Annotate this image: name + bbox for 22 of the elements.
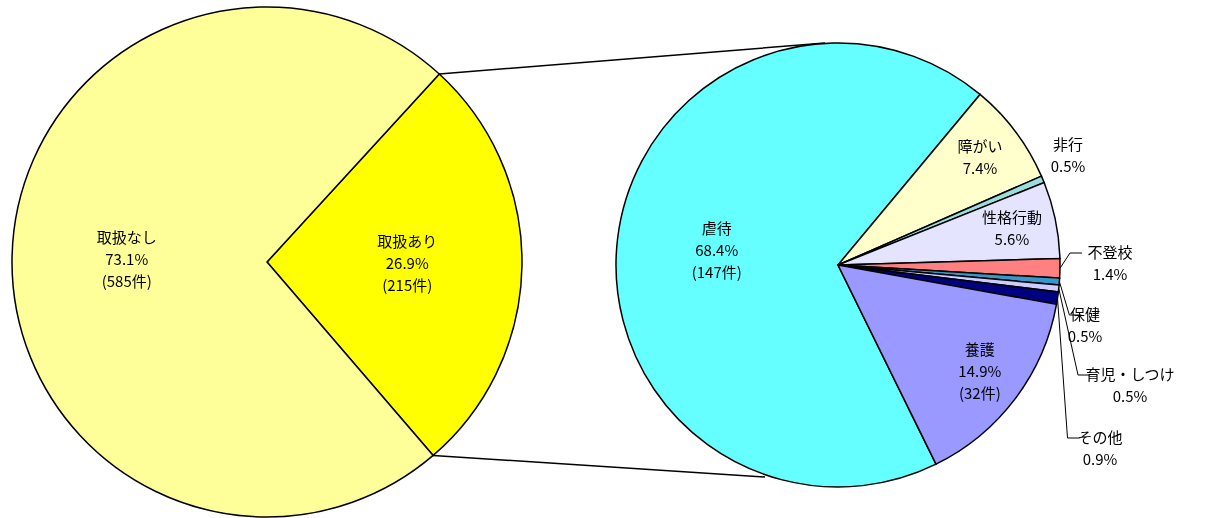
slice-label: 取扱あり <box>377 230 438 252</box>
data-label: 1.4% <box>1092 263 1128 284</box>
slice-label: 保健 <box>1069 303 1101 324</box>
slice-label: 不登校 <box>1087 241 1133 262</box>
slice-label: 取扱なし <box>96 225 157 247</box>
data-label: 68.4% (147件) <box>691 238 742 282</box>
data-label: 7.4% <box>962 157 998 179</box>
data-label: 5.6% <box>994 227 1030 249</box>
data-label: 0.5% <box>1067 325 1103 346</box>
data-label: 0.9% <box>1082 448 1118 469</box>
data-label: 26.9% (215件) <box>382 252 433 296</box>
slice-label: その他 <box>1077 426 1123 447</box>
slice-label: 非行 <box>1052 133 1084 154</box>
data-label: 0.5% <box>1050 155 1086 176</box>
slice-label: 養護 <box>964 337 995 359</box>
slice-label: 障がい <box>957 135 1003 157</box>
slice-label: 性格行動 <box>981 205 1042 227</box>
slice-label: 虐待 <box>701 216 732 238</box>
data-label: 0.5% <box>1112 385 1148 406</box>
data-label: 73.1% (585件) <box>101 247 152 291</box>
slice-label: 育児・しつけ <box>1085 363 1175 384</box>
data-label: 14.9% (32件) <box>958 359 1002 403</box>
